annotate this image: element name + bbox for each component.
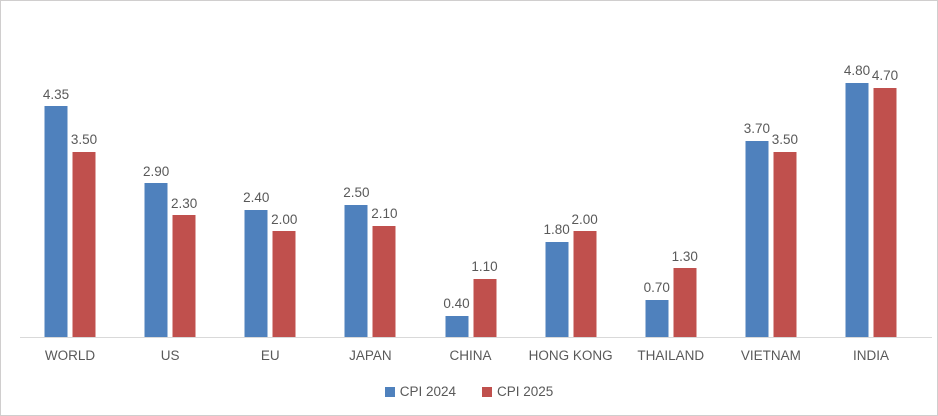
bar-group-world: 4.35 3.50 bbox=[43, 88, 97, 337]
category-label-hong-kong: HONG KONG bbox=[528, 348, 613, 363]
bar-cpi-2024 bbox=[244, 209, 268, 337]
value-label: 2.10 bbox=[371, 206, 398, 222]
value-label: 1.30 bbox=[671, 248, 698, 264]
bar-cpi-2025 bbox=[873, 87, 897, 337]
category-label-world: WORLD bbox=[44, 348, 96, 363]
bar-wrap: 2.40 bbox=[243, 191, 269, 337]
value-label: 1.10 bbox=[471, 259, 498, 275]
legend: CPI 2024 CPI 2025 bbox=[1, 384, 937, 399]
category-label-china: CHINA bbox=[449, 348, 492, 363]
value-label: 2.00 bbox=[571, 211, 598, 227]
value-label: 2.90 bbox=[142, 163, 170, 179]
value-label: 3.70 bbox=[743, 121, 771, 137]
value-label: 2.00 bbox=[271, 211, 298, 227]
bar-cpi-2025 bbox=[673, 268, 697, 337]
bar-wrap: 2.00 bbox=[571, 212, 598, 337]
bar-cpi-2024 bbox=[545, 241, 569, 337]
bar-group-thailand: 0.70 1.30 bbox=[644, 250, 698, 337]
value-label: 2.30 bbox=[170, 195, 198, 211]
bar-wrap: 4.35 bbox=[43, 88, 69, 337]
bar-wrap: 2.10 bbox=[371, 207, 398, 337]
value-label: 0.70 bbox=[643, 280, 670, 296]
bar-wrap: 4.70 bbox=[872, 69, 898, 337]
category-label-vietnam: VIETNAM bbox=[740, 348, 801, 363]
category-label-india: INDIA bbox=[852, 348, 890, 363]
bar-wrap: 2.50 bbox=[343, 186, 370, 337]
bar-wrap: 1.10 bbox=[471, 260, 498, 337]
category-label-eu: EU bbox=[260, 348, 280, 363]
value-label: 2.50 bbox=[343, 185, 370, 200]
bar-wrap: 3.70 bbox=[744, 122, 770, 337]
legend-label-cpi-2025: CPI 2025 bbox=[497, 384, 554, 399]
bar-wrap: 3.50 bbox=[71, 133, 97, 337]
bar-cpi-2024 bbox=[344, 204, 368, 337]
bar-wrap: 4.80 bbox=[844, 64, 870, 337]
bar-group-eu: 2.40 2.00 bbox=[243, 191, 297, 337]
bar-cpi-2024 bbox=[645, 299, 669, 337]
bar-cpi-2024 bbox=[144, 183, 168, 337]
bar-cpi-2025 bbox=[272, 231, 296, 337]
bar-wrap: 1.30 bbox=[672, 250, 698, 337]
bar-wrap: 3.50 bbox=[772, 133, 798, 337]
bar-wrap: 1.80 bbox=[543, 223, 570, 337]
legend-item-cpi-2024: CPI 2024 bbox=[384, 384, 456, 399]
category-axis: WORLD US EU JAPAN CHINA HONG KONG THAILAND VIET… bbox=[1, 348, 937, 368]
bar-cpi-2025 bbox=[473, 278, 496, 337]
bar-cpi-2025 bbox=[72, 151, 96, 337]
bar-group-china: 0.40 1.10 bbox=[443, 260, 498, 337]
bar-wrap: 0.70 bbox=[644, 281, 670, 337]
plot-area: 4.35 3.50 2.90 2.30 2.40 2.00 2.50 2.10 0.40 1.10… bbox=[1, 64, 937, 337]
bar-group-us: 2.90 2.30 bbox=[143, 165, 197, 337]
bar-cpi-2024 bbox=[445, 315, 468, 337]
value-label: 1.80 bbox=[543, 222, 570, 238]
legend-item-cpi-2025: CPI 2025 bbox=[482, 384, 553, 399]
category-label-japan: JAPAN bbox=[349, 348, 392, 363]
bar-group-vietnam: 3.70 3.50 bbox=[744, 122, 798, 337]
bar-cpi-2025 bbox=[773, 151, 797, 337]
legend-swatch-cpi-2024 bbox=[384, 386, 395, 397]
bar-group-india: 4.80 4.70 bbox=[844, 64, 898, 337]
value-label: 4.70 bbox=[871, 68, 899, 84]
value-label: 4.35 bbox=[42, 86, 70, 102]
value-label: 4.80 bbox=[843, 63, 871, 79]
bar-cpi-2025 bbox=[172, 215, 196, 337]
bar-cpi-2025 bbox=[372, 225, 396, 337]
category-label-thailand: THAILAND bbox=[637, 348, 705, 363]
bar-cpi-2024 bbox=[845, 82, 869, 337]
bar-wrap: 2.00 bbox=[271, 212, 297, 337]
value-label: 3.50 bbox=[70, 132, 98, 147]
bar-cpi-2024 bbox=[745, 140, 769, 337]
bar-wrap: 2.30 bbox=[171, 197, 197, 337]
bar-wrap: 2.90 bbox=[143, 165, 169, 337]
legend-swatch-cpi-2025 bbox=[482, 386, 492, 397]
value-label: 0.40 bbox=[443, 296, 470, 312]
value-label: 3.50 bbox=[771, 132, 799, 147]
bar-group-hong-kong: 1.80 2.00 bbox=[543, 212, 598, 337]
x-axis-line bbox=[20, 337, 932, 338]
bar-wrap: 0.40 bbox=[443, 297, 470, 337]
bar-cpi-2025 bbox=[573, 231, 597, 337]
legend-label-cpi-2024: CPI 2024 bbox=[399, 384, 456, 399]
category-label-us: US bbox=[160, 348, 180, 363]
bar-group-japan: 2.50 2.10 bbox=[343, 186, 398, 337]
bar-cpi-2024 bbox=[44, 106, 68, 337]
value-label: 2.40 bbox=[243, 190, 270, 206]
